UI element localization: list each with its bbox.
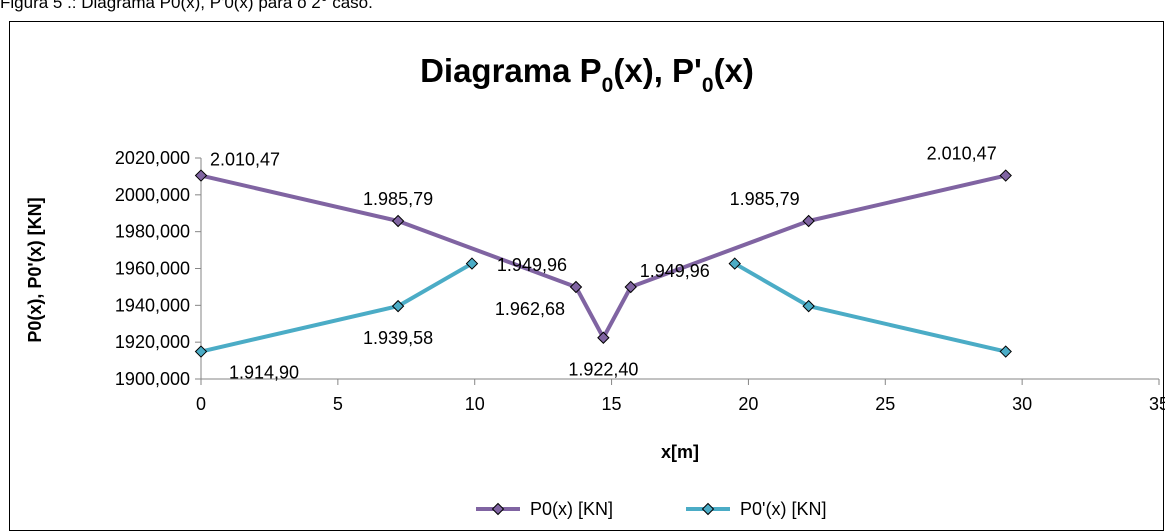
y-tick-label: 1960,000 — [115, 259, 190, 279]
data-point-marker — [597, 331, 610, 344]
x-tick-label: 35 — [1149, 394, 1165, 414]
data-label: 2.010,47 — [927, 144, 997, 164]
y-tick-label: 1920,000 — [115, 332, 190, 352]
x-tick-label: 5 — [333, 394, 343, 414]
series-line — [733, 261, 1007, 354]
x-tick-label: 20 — [738, 394, 758, 414]
y-tick-label: 1940,000 — [115, 295, 190, 315]
series-1 — [194, 169, 1012, 344]
x-tick-label: 30 — [1012, 394, 1032, 414]
data-label: 1.949,96 — [640, 261, 710, 281]
data-point-marker — [624, 280, 637, 294]
y-tick-label: 2020,000 — [115, 148, 190, 168]
x-tick-label: 10 — [465, 394, 485, 414]
legend-item: P0'(x) [KN] — [686, 499, 826, 519]
data-label: 1.914,90 — [229, 363, 299, 383]
series-layer — [194, 169, 1012, 358]
y-tick-label: 1900,000 — [115, 369, 190, 389]
legend: P0(x) [KN] P0'(x) [KN] — [476, 499, 826, 519]
y-axis-ticks: 1900,000 1920,000 1940,000 1960,000 1980,000… — [115, 148, 201, 389]
x-tick-label: 0 — [196, 394, 206, 414]
data-label: 1.962,68 — [495, 299, 565, 319]
x-axis-ticks: 0 5 10 15 20 25 30 35 — [196, 379, 1165, 414]
y-tick-label: 1980,000 — [115, 222, 190, 242]
chart-frame: Diagrama P0(x), P'0(x) 1900,000 1920,000 1… — [9, 21, 1165, 531]
chart-title-subscript: 0 — [702, 74, 714, 97]
series-2 — [194, 257, 1012, 358]
data-point-marker — [728, 257, 741, 270]
x-axis-label: x[m] — [661, 442, 699, 462]
chart-title-subscript: 0 — [602, 74, 614, 97]
data-point-marker — [569, 280, 583, 294]
y-tick-label: 2000,000 — [115, 185, 190, 205]
data-point-marker — [999, 169, 1012, 182]
data-labels: 2.010,47 1.985,79 1.949,96 1.962,68 1.922,40… — [210, 144, 997, 383]
figure-caption: Figura 5 .: Diagrama P0(x), P'0(x) para … — [0, 0, 373, 12]
data-point-marker — [701, 502, 715, 516]
data-point-marker — [802, 214, 815, 228]
data-point-marker — [391, 299, 405, 313]
y-axis-label: P0(x), P0'(x) [KN] — [25, 197, 45, 342]
chart-title: Diagrama P0(x), P'0(x) — [420, 52, 754, 97]
chart-title-part: Diagrama P — [420, 52, 602, 89]
legend-label: P0(x) [KN] — [530, 499, 613, 519]
data-label: 1.922,40 — [568, 360, 638, 380]
data-label: 2.010,47 — [210, 150, 280, 170]
x-tick-label: 25 — [875, 394, 895, 414]
data-label: 1.949,96 — [497, 255, 567, 275]
data-point-marker — [491, 502, 505, 516]
series-line — [200, 173, 1007, 340]
data-point-marker — [999, 345, 1012, 358]
data-label: 1.939,58 — [363, 328, 433, 348]
data-label: 1.985,79 — [730, 189, 800, 209]
chart-title-part: (x), P' — [613, 52, 702, 89]
legend-item: P0(x) [KN] — [476, 499, 613, 519]
data-point-marker — [802, 299, 815, 313]
data-point-marker — [194, 169, 208, 182]
chart-title-part: (x) — [714, 52, 754, 89]
data-label: 1.985,79 — [363, 189, 433, 209]
legend-label: P0'(x) [KN] — [740, 499, 826, 519]
data-point-marker — [194, 345, 208, 358]
data-point-marker — [465, 257, 479, 270]
line-chart: Diagrama P0(x), P'0(x) 1900,0001920,0001… — [25, 52, 1165, 519]
x-tick-label: 15 — [602, 394, 622, 414]
data-point-marker — [391, 214, 405, 228]
